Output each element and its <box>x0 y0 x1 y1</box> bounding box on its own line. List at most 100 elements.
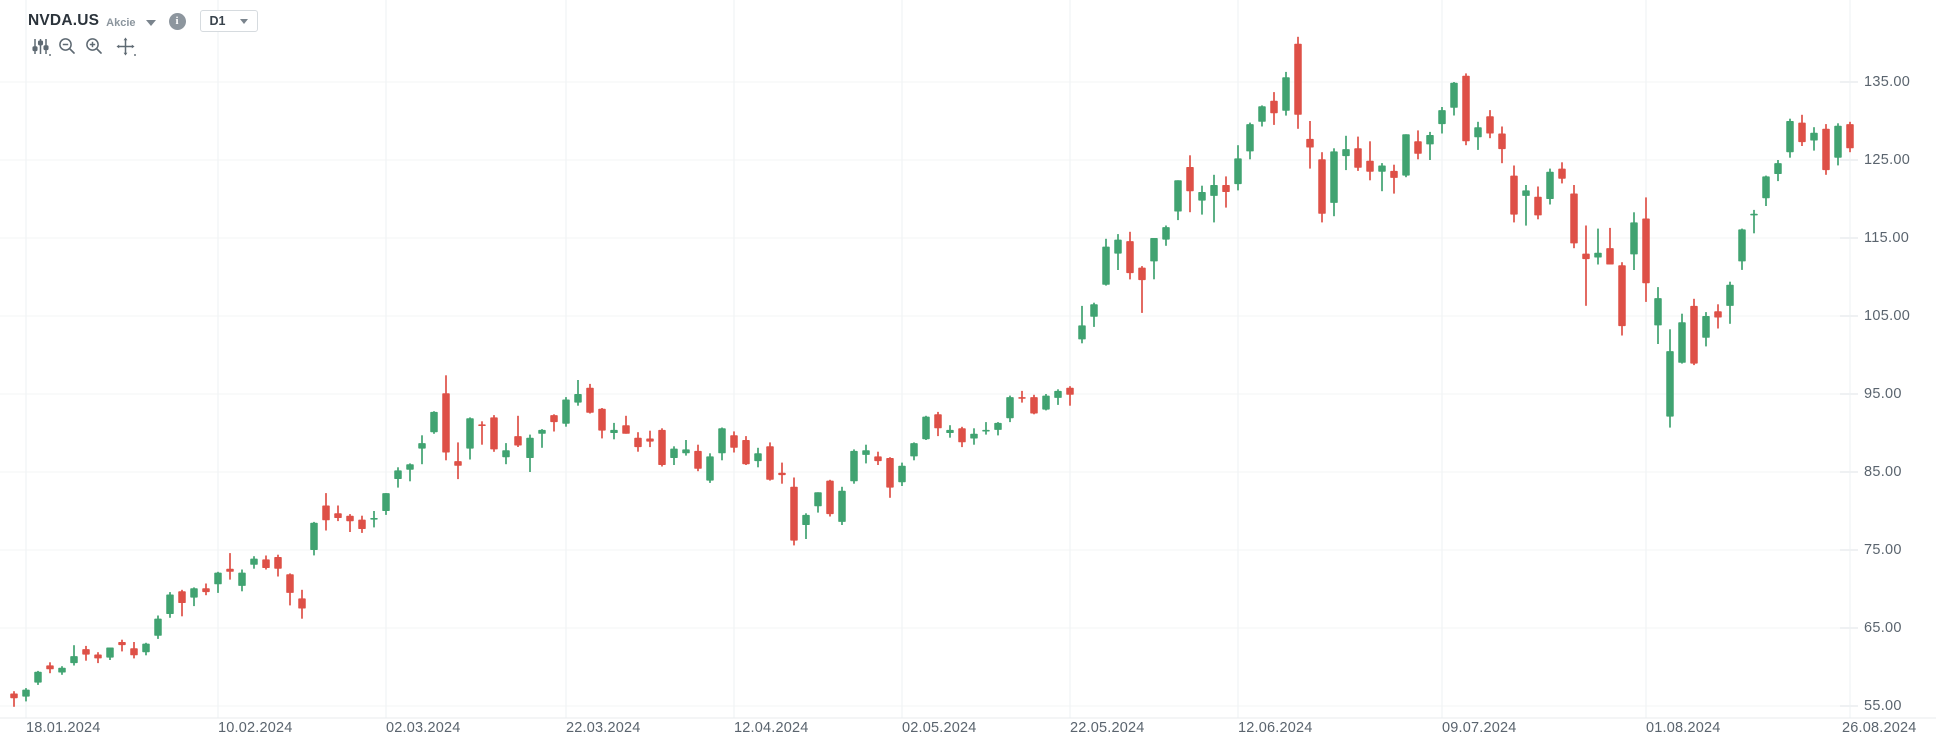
candle[interactable] <box>214 571 222 593</box>
candle[interactable] <box>1378 163 1386 192</box>
candle[interactable] <box>394 467 402 488</box>
candle[interactable] <box>1810 127 1818 151</box>
candle[interactable] <box>982 422 990 435</box>
candle[interactable] <box>1714 304 1722 329</box>
candle[interactable] <box>1126 231 1134 280</box>
candle[interactable] <box>430 411 438 434</box>
candle[interactable] <box>406 463 414 482</box>
candle[interactable] <box>586 383 594 414</box>
candle[interactable] <box>1498 126 1506 164</box>
candle[interactable] <box>1750 209 1758 234</box>
candle[interactable] <box>1210 174 1218 223</box>
candle[interactable] <box>1318 152 1326 223</box>
candle[interactable] <box>1618 262 1626 336</box>
candle[interactable] <box>1306 121 1314 169</box>
candle[interactable] <box>802 513 810 539</box>
candle[interactable] <box>142 642 150 656</box>
candle[interactable] <box>1438 107 1446 134</box>
candle[interactable] <box>1642 197 1650 302</box>
candle[interactable] <box>1774 160 1782 182</box>
candle[interactable] <box>1570 185 1578 249</box>
candle[interactable] <box>886 457 894 498</box>
candle[interactable] <box>1222 176 1230 208</box>
candle[interactable] <box>1462 73 1470 146</box>
candle[interactable] <box>1534 186 1542 220</box>
candle[interactable] <box>1474 121 1482 150</box>
candle[interactable] <box>490 415 498 452</box>
candle[interactable] <box>298 589 306 619</box>
candle[interactable] <box>118 639 126 652</box>
candle[interactable] <box>526 434 534 472</box>
candle[interactable] <box>1402 134 1410 178</box>
candle[interactable] <box>1102 238 1110 286</box>
candle[interactable] <box>1006 395 1014 423</box>
candle[interactable] <box>202 583 210 596</box>
candle[interactable] <box>370 511 378 528</box>
candle[interactable] <box>814 492 822 513</box>
candle[interactable] <box>706 453 714 483</box>
candle[interactable] <box>850 449 858 484</box>
candle[interactable] <box>754 447 762 468</box>
candle[interactable] <box>1270 92 1278 125</box>
candle[interactable] <box>1390 164 1398 194</box>
candle[interactable] <box>346 514 354 532</box>
candle[interactable] <box>1150 238 1158 280</box>
candle[interactable] <box>994 422 1002 436</box>
candle[interactable] <box>934 411 942 437</box>
candle[interactable] <box>1090 302 1098 327</box>
candle[interactable] <box>1234 145 1242 191</box>
candle[interactable] <box>1450 82 1458 116</box>
candle[interactable] <box>58 666 66 675</box>
candle[interactable] <box>1054 389 1062 405</box>
candle[interactable] <box>1174 180 1182 221</box>
candle[interactable] <box>166 592 174 618</box>
candle[interactable] <box>1846 121 1854 153</box>
candle[interactable] <box>130 642 138 659</box>
candle[interactable] <box>730 431 738 453</box>
candle[interactable] <box>574 380 582 406</box>
candle[interactable] <box>94 652 102 664</box>
candle[interactable] <box>226 553 234 580</box>
candle[interactable] <box>1702 312 1710 347</box>
candle[interactable] <box>466 417 474 460</box>
candle[interactable] <box>442 375 450 461</box>
candle[interactable] <box>1246 122 1254 160</box>
candle[interactable] <box>1654 287 1662 344</box>
candle[interactable] <box>910 442 918 461</box>
candle[interactable] <box>1834 123 1842 166</box>
candle[interactable] <box>1630 212 1638 270</box>
candle[interactable] <box>1354 136 1362 171</box>
candle[interactable] <box>1510 165 1518 223</box>
indicators-button[interactable] <box>30 36 51 56</box>
candle[interactable] <box>286 573 294 606</box>
candle[interactable] <box>1018 390 1026 403</box>
candle[interactable] <box>1690 298 1698 366</box>
candle[interactable] <box>838 486 846 525</box>
candle[interactable] <box>1078 305 1086 344</box>
candle[interactable] <box>610 422 618 440</box>
candle[interactable] <box>1162 225 1170 246</box>
zoom-out-button[interactable] <box>57 36 77 56</box>
candle[interactable] <box>1546 168 1554 205</box>
candle[interactable] <box>1522 185 1530 226</box>
candle[interactable] <box>682 440 690 456</box>
candle[interactable] <box>502 443 510 465</box>
timeframe-select[interactable]: D1 <box>199 10 258 32</box>
candle[interactable] <box>106 647 114 661</box>
candle[interactable] <box>538 429 546 448</box>
candle[interactable] <box>1486 110 1494 139</box>
candle[interactable] <box>718 427 726 461</box>
candle[interactable] <box>790 477 798 546</box>
candle[interactable] <box>1594 228 1602 265</box>
candle[interactable] <box>514 415 522 447</box>
candle[interactable] <box>946 425 954 438</box>
candle[interactable] <box>322 493 330 531</box>
candle[interactable] <box>1282 71 1290 116</box>
candle[interactable] <box>1198 185 1206 215</box>
candle[interactable] <box>1426 131 1434 160</box>
candle[interactable] <box>418 435 426 465</box>
candle[interactable] <box>1066 386 1074 406</box>
candle[interactable] <box>382 493 390 515</box>
candle[interactable] <box>250 556 258 569</box>
